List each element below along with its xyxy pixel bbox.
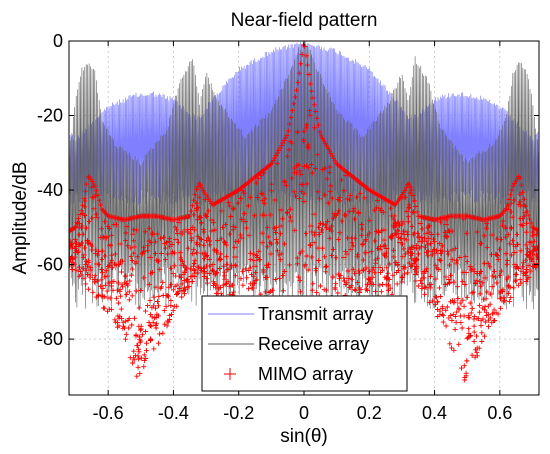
legend-swatch-mimo — [224, 368, 236, 380]
mimo-array-marker-path — [69, 42, 539, 383]
x-axis-label: sin(θ) — [280, 426, 328, 447]
y-tick-label: -40 — [37, 180, 63, 200]
legend-label-receive: Receive array — [258, 334, 369, 354]
y-tick-label: -60 — [37, 255, 63, 275]
y-tick-label: -20 — [37, 106, 63, 126]
x-tick-label: -0.4 — [158, 403, 189, 423]
x-tick-labels: -0.6 -0.4 -0.2 0 0.2 0.4 0.6 — [93, 403, 513, 423]
x-tick-label: 0 — [299, 403, 309, 423]
x-tick-label: 0.2 — [357, 403, 382, 423]
legend-label-mimo: MIMO array — [258, 364, 353, 384]
y-tick-labels: 0 -20 -40 -60 -80 — [37, 31, 63, 349]
receive-array-line — [69, 43, 539, 310]
y-tick-label: -80 — [37, 329, 63, 349]
y-axis-label: Amplitude/dB — [10, 161, 31, 274]
x-tick-label: 0.6 — [487, 403, 512, 423]
x-tick-label: -0.2 — [223, 403, 254, 423]
y-tick-label: 0 — [53, 31, 63, 51]
legend: Transmit array Receive array MIMO array — [201, 295, 408, 392]
x-tick-label: -0.6 — [93, 403, 124, 423]
legend-label-transmit: Transmit array — [258, 304, 373, 324]
x-tick-label: 0.4 — [422, 403, 447, 423]
mimo-array-markers — [69, 42, 539, 383]
chart-title: Near-field pattern — [231, 10, 378, 31]
